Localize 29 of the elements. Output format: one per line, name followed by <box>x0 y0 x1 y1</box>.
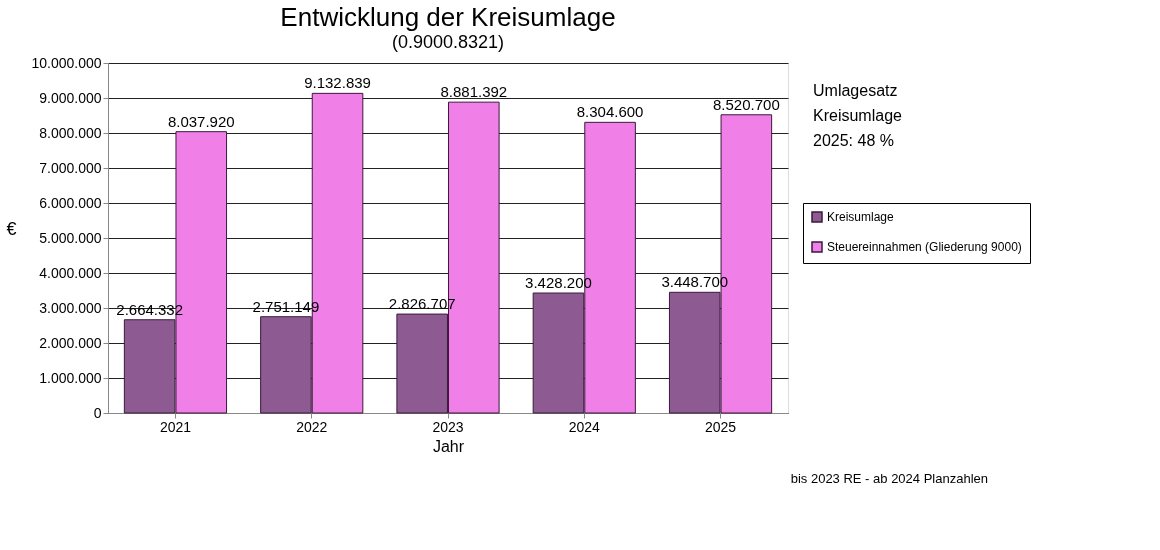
legend-label: Kreisumlage <box>827 210 895 224</box>
text: 8.520.700 <box>712 95 780 113</box>
y-tick-label: 1.000.000 <box>39 369 102 386</box>
y-tick-label: 3.000.000 <box>39 299 102 316</box>
chart-subtitle: (0.9000.8321) <box>391 32 505 52</box>
x-axis-title: Jahr <box>432 437 465 455</box>
text: 8.304.600 <box>576 103 644 121</box>
x-tick-label: 2024 <box>568 418 601 435</box>
y-tick-label: 6.000.000 <box>39 194 102 211</box>
text: 8.037.920 <box>167 112 235 130</box>
y-tick-label: 5.000.000 <box>39 229 102 246</box>
y-tick-label: 2.000.000 <box>39 334 102 351</box>
y-tick-label: 8.000.000 <box>39 124 102 141</box>
text: 8.881.392 <box>440 83 508 101</box>
chart-title: Entwicklung der Kreisumlage <box>280 2 616 32</box>
text: 9.132.839 <box>304 74 371 92</box>
x-tick-label: 2022 <box>296 418 328 435</box>
y-tick-label: 9.000.000 <box>39 89 102 106</box>
text: Umlagesatz Kreisumlage 2025: 48 % <box>813 82 903 149</box>
x-tick-label: 2021 <box>159 418 192 435</box>
y-tick-label: 10.000.000 <box>31 54 102 71</box>
text: bis 2023 RE - ab 2024 Planzahlen <box>790 471 988 486</box>
x-tick-label: 2023 <box>432 418 464 435</box>
legend-label: Steuereinnahmen (Gliederung 9000) <box>827 240 1022 254</box>
y-tick-label: 4.000.000 <box>39 264 102 281</box>
y-tick-label: 0 <box>93 404 102 421</box>
y-axis-title: € <box>6 218 17 239</box>
y-tick-label: 7.000.000 <box>39 159 102 176</box>
x-tick-label: 2025 <box>704 418 737 435</box>
